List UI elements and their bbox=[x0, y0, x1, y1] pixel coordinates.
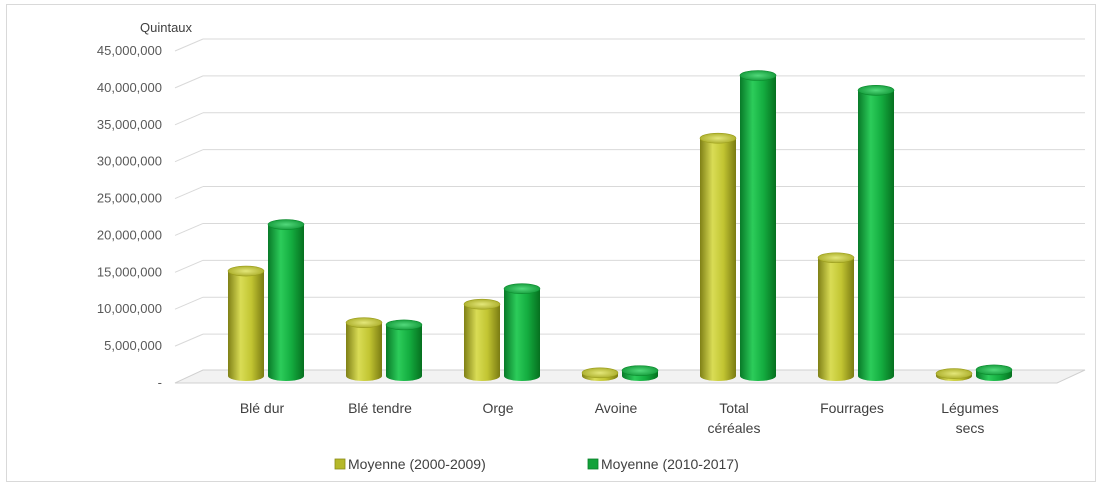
bar-moyenne-2000-2009-0 bbox=[228, 266, 264, 381]
x-category-label: Blé dur bbox=[240, 400, 285, 416]
legend-entry-0: Moyenne (2000-2009) bbox=[335, 456, 486, 472]
bar-moyenne-2000-2009-6 bbox=[936, 369, 972, 381]
bar-moyenne-2010-2017-0 bbox=[268, 220, 304, 381]
bar-moyenne-2000-2009-4 bbox=[700, 133, 736, 381]
gridline-slant bbox=[175, 297, 203, 309]
legend-entry-1: Moyenne (2010-2017) bbox=[588, 456, 739, 472]
gridline-slant bbox=[175, 334, 203, 346]
gridline-slant bbox=[175, 150, 203, 162]
bar-moyenne-2000-2009-1 bbox=[346, 318, 382, 381]
y-axis-unit-label: Quintaux bbox=[140, 20, 193, 35]
bar-moyenne-2010-2017-6 bbox=[976, 365, 1012, 381]
bar-moyenne-2010-2017-1 bbox=[386, 320, 422, 381]
bar-moyenne-2000-2009-5 bbox=[818, 253, 854, 381]
x-category-label: Fourrages bbox=[820, 400, 884, 416]
bar-moyenne-2010-2017-2 bbox=[504, 284, 540, 381]
y-tick-label: 45,000,000 bbox=[97, 43, 162, 58]
y-axis-ticks: - 5,000,000 10,000,000 15,000,000 20,000,000… bbox=[97, 43, 162, 390]
gridline-slant bbox=[175, 187, 203, 199]
gridline-slant bbox=[175, 39, 203, 51]
y-tick-label: 5,000,000 bbox=[104, 338, 162, 353]
gridline-slant bbox=[175, 223, 203, 235]
gridline-slant bbox=[175, 113, 203, 125]
bar-moyenne-2010-2017-4 bbox=[740, 71, 776, 381]
y-tick-label: 20,000,000 bbox=[97, 227, 162, 242]
legend-swatch bbox=[588, 459, 598, 469]
bar-moyenne-2000-2009-2 bbox=[464, 299, 500, 381]
gridline-slant bbox=[175, 76, 203, 88]
gridline-slant bbox=[175, 260, 203, 272]
x-category-label: secs bbox=[956, 420, 985, 436]
y-tick-label: 35,000,000 bbox=[97, 117, 162, 132]
bar-moyenne-2000-2009-3 bbox=[582, 368, 618, 381]
bar-moyenne-2010-2017-5 bbox=[858, 85, 894, 381]
x-category-label: Blé tendre bbox=[348, 400, 412, 416]
y-tick-label: 10,000,000 bbox=[97, 301, 162, 316]
x-category-label: Total bbox=[719, 400, 749, 416]
legend-label: Moyenne (2010-2017) bbox=[601, 456, 739, 472]
gridlines bbox=[175, 39, 1085, 383]
legend: Moyenne (2000-2009) Moyenne (2010-2017) bbox=[335, 456, 739, 472]
bar-moyenne-2010-2017-3 bbox=[622, 366, 658, 381]
legend-swatch bbox=[335, 459, 345, 469]
y-tick-label: 15,000,000 bbox=[97, 264, 162, 279]
y-tick-label: 40,000,000 bbox=[97, 80, 162, 95]
legend-label: Moyenne (2000-2009) bbox=[348, 456, 486, 472]
y-tick-label: 30,000,000 bbox=[97, 154, 162, 169]
x-category-label: Légumes bbox=[941, 400, 999, 416]
y-tick-label: - bbox=[158, 375, 162, 390]
x-category-label: céréales bbox=[708, 420, 761, 436]
x-axis-categories: Blé dur Blé tendre Orge Avoine Total céréales… bbox=[240, 400, 999, 436]
y-tick-label: 25,000,000 bbox=[97, 191, 162, 206]
x-category-label: Avoine bbox=[595, 400, 638, 416]
x-category-label: Orge bbox=[482, 400, 513, 416]
